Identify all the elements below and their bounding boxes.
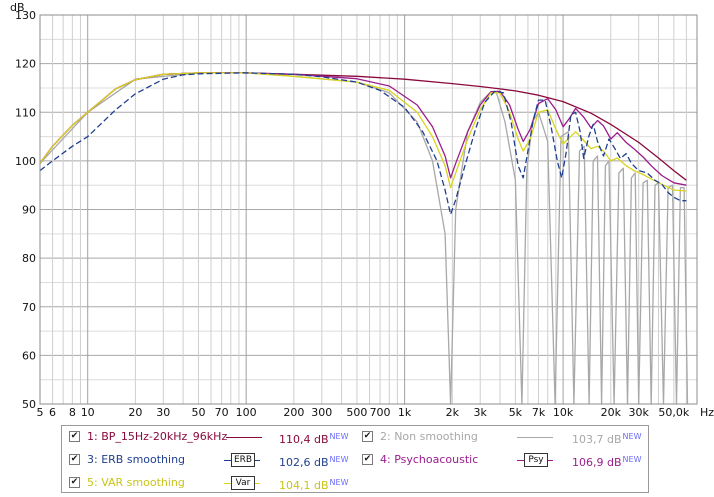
x-tick-label: 30k (629, 406, 650, 419)
x-tick-label: 8 (69, 406, 76, 419)
new-badge-1: NEW (329, 432, 349, 441)
x-tick-label: 100 (236, 406, 257, 419)
x-tick-label: 6 (49, 406, 56, 419)
x-tick-label: 5k (509, 406, 523, 419)
legend-tag-4: Psy (524, 453, 548, 467)
x-tick-label: 10k (553, 406, 574, 419)
legend-line-sample-2 (517, 429, 553, 445)
x-tick-label: Hz (700, 406, 714, 419)
x-tick-label: 5 (37, 406, 44, 419)
y-tick-label: 80 (22, 252, 36, 265)
legend-label-1: 1: BP_15Hz-20kHz_96kHz (87, 430, 228, 443)
series-line-5 (39, 72, 687, 192)
x-tick-label: 50,0k (658, 406, 689, 419)
legend-value-2: 103,7 dBNEW (572, 432, 642, 446)
x-tick-label: 50 (191, 406, 205, 419)
x-tick-label: 2k (446, 406, 460, 419)
y-tick-label: 50 (22, 398, 36, 411)
y-tick-label: 120 (15, 58, 36, 71)
x-tick-label: 700 (370, 406, 391, 419)
legend-checkbox-1[interactable]: ✔ (69, 431, 80, 442)
x-tick-label: 20 (128, 406, 142, 419)
legend-checkbox-2[interactable]: ✔ (362, 431, 373, 442)
legend-value-1: 110,4 dBNEW (279, 432, 349, 446)
legend-line-sample-3: ERB (224, 452, 260, 468)
new-badge-2: NEW (622, 432, 642, 441)
legend-value-5: 104,1 dBNEW (279, 478, 349, 492)
x-tick-label: 7k (532, 406, 546, 419)
new-badge-4: NEW (622, 455, 642, 464)
legend-line-sample-5: Var (224, 475, 260, 491)
y-tick-label: 130 (15, 9, 36, 22)
y-tick-label: 110 (15, 106, 36, 119)
y-axis-label: dB (10, 1, 25, 14)
x-tick-label: 20k (601, 406, 622, 419)
legend-label-5: 5: VAR smoothing (87, 476, 185, 489)
y-tick-label: 70 (22, 301, 36, 314)
new-badge-3: NEW (329, 455, 349, 464)
legend-tag-3: ERB (231, 453, 255, 467)
legend-value-3: 102,6 dBNEW (279, 455, 349, 469)
legend-checkbox-4[interactable]: ✔ (362, 454, 373, 465)
legend-label-3: 3: ERB smoothing (87, 453, 186, 466)
x-tick-label: 300 (311, 406, 332, 419)
legend-panel: ✔ 1: BP_15Hz-20kHz_96kHz 110,4 dBNEW ✔ 2… (61, 425, 649, 493)
series-line-3 (39, 72, 687, 216)
legend-checkbox-3[interactable]: ✔ (69, 454, 80, 465)
plot-frame (39, 14, 698, 405)
x-tick-label: 30 (156, 406, 170, 419)
y-tick-label: 100 (15, 155, 36, 168)
x-tick-label: 70 (215, 406, 229, 419)
legend-value-4: 106,9 dBNEW (572, 455, 642, 469)
x-tick-label: 10 (81, 406, 95, 419)
legend-checkbox-5[interactable]: ✔ (69, 477, 80, 488)
x-tick-label: 3k (474, 406, 488, 419)
legend-label-4: 4: Psychoacoustic (380, 453, 479, 466)
x-tick-label: 500 (346, 406, 367, 419)
x-tick-label: 1k (398, 406, 412, 419)
legend-line-sample-1 (226, 429, 262, 445)
x-tick-label: 200 (283, 406, 304, 419)
legend-tag-5: Var (231, 476, 255, 490)
grid-lines (40, 15, 697, 404)
legend-label-2: 2: Non smoothing (380, 430, 478, 443)
legend-line-sample-4: Psy (517, 452, 553, 468)
new-badge-5: NEW (329, 478, 349, 487)
y-tick-label: 60 (22, 349, 36, 362)
y-tick-label: 90 (22, 204, 36, 217)
